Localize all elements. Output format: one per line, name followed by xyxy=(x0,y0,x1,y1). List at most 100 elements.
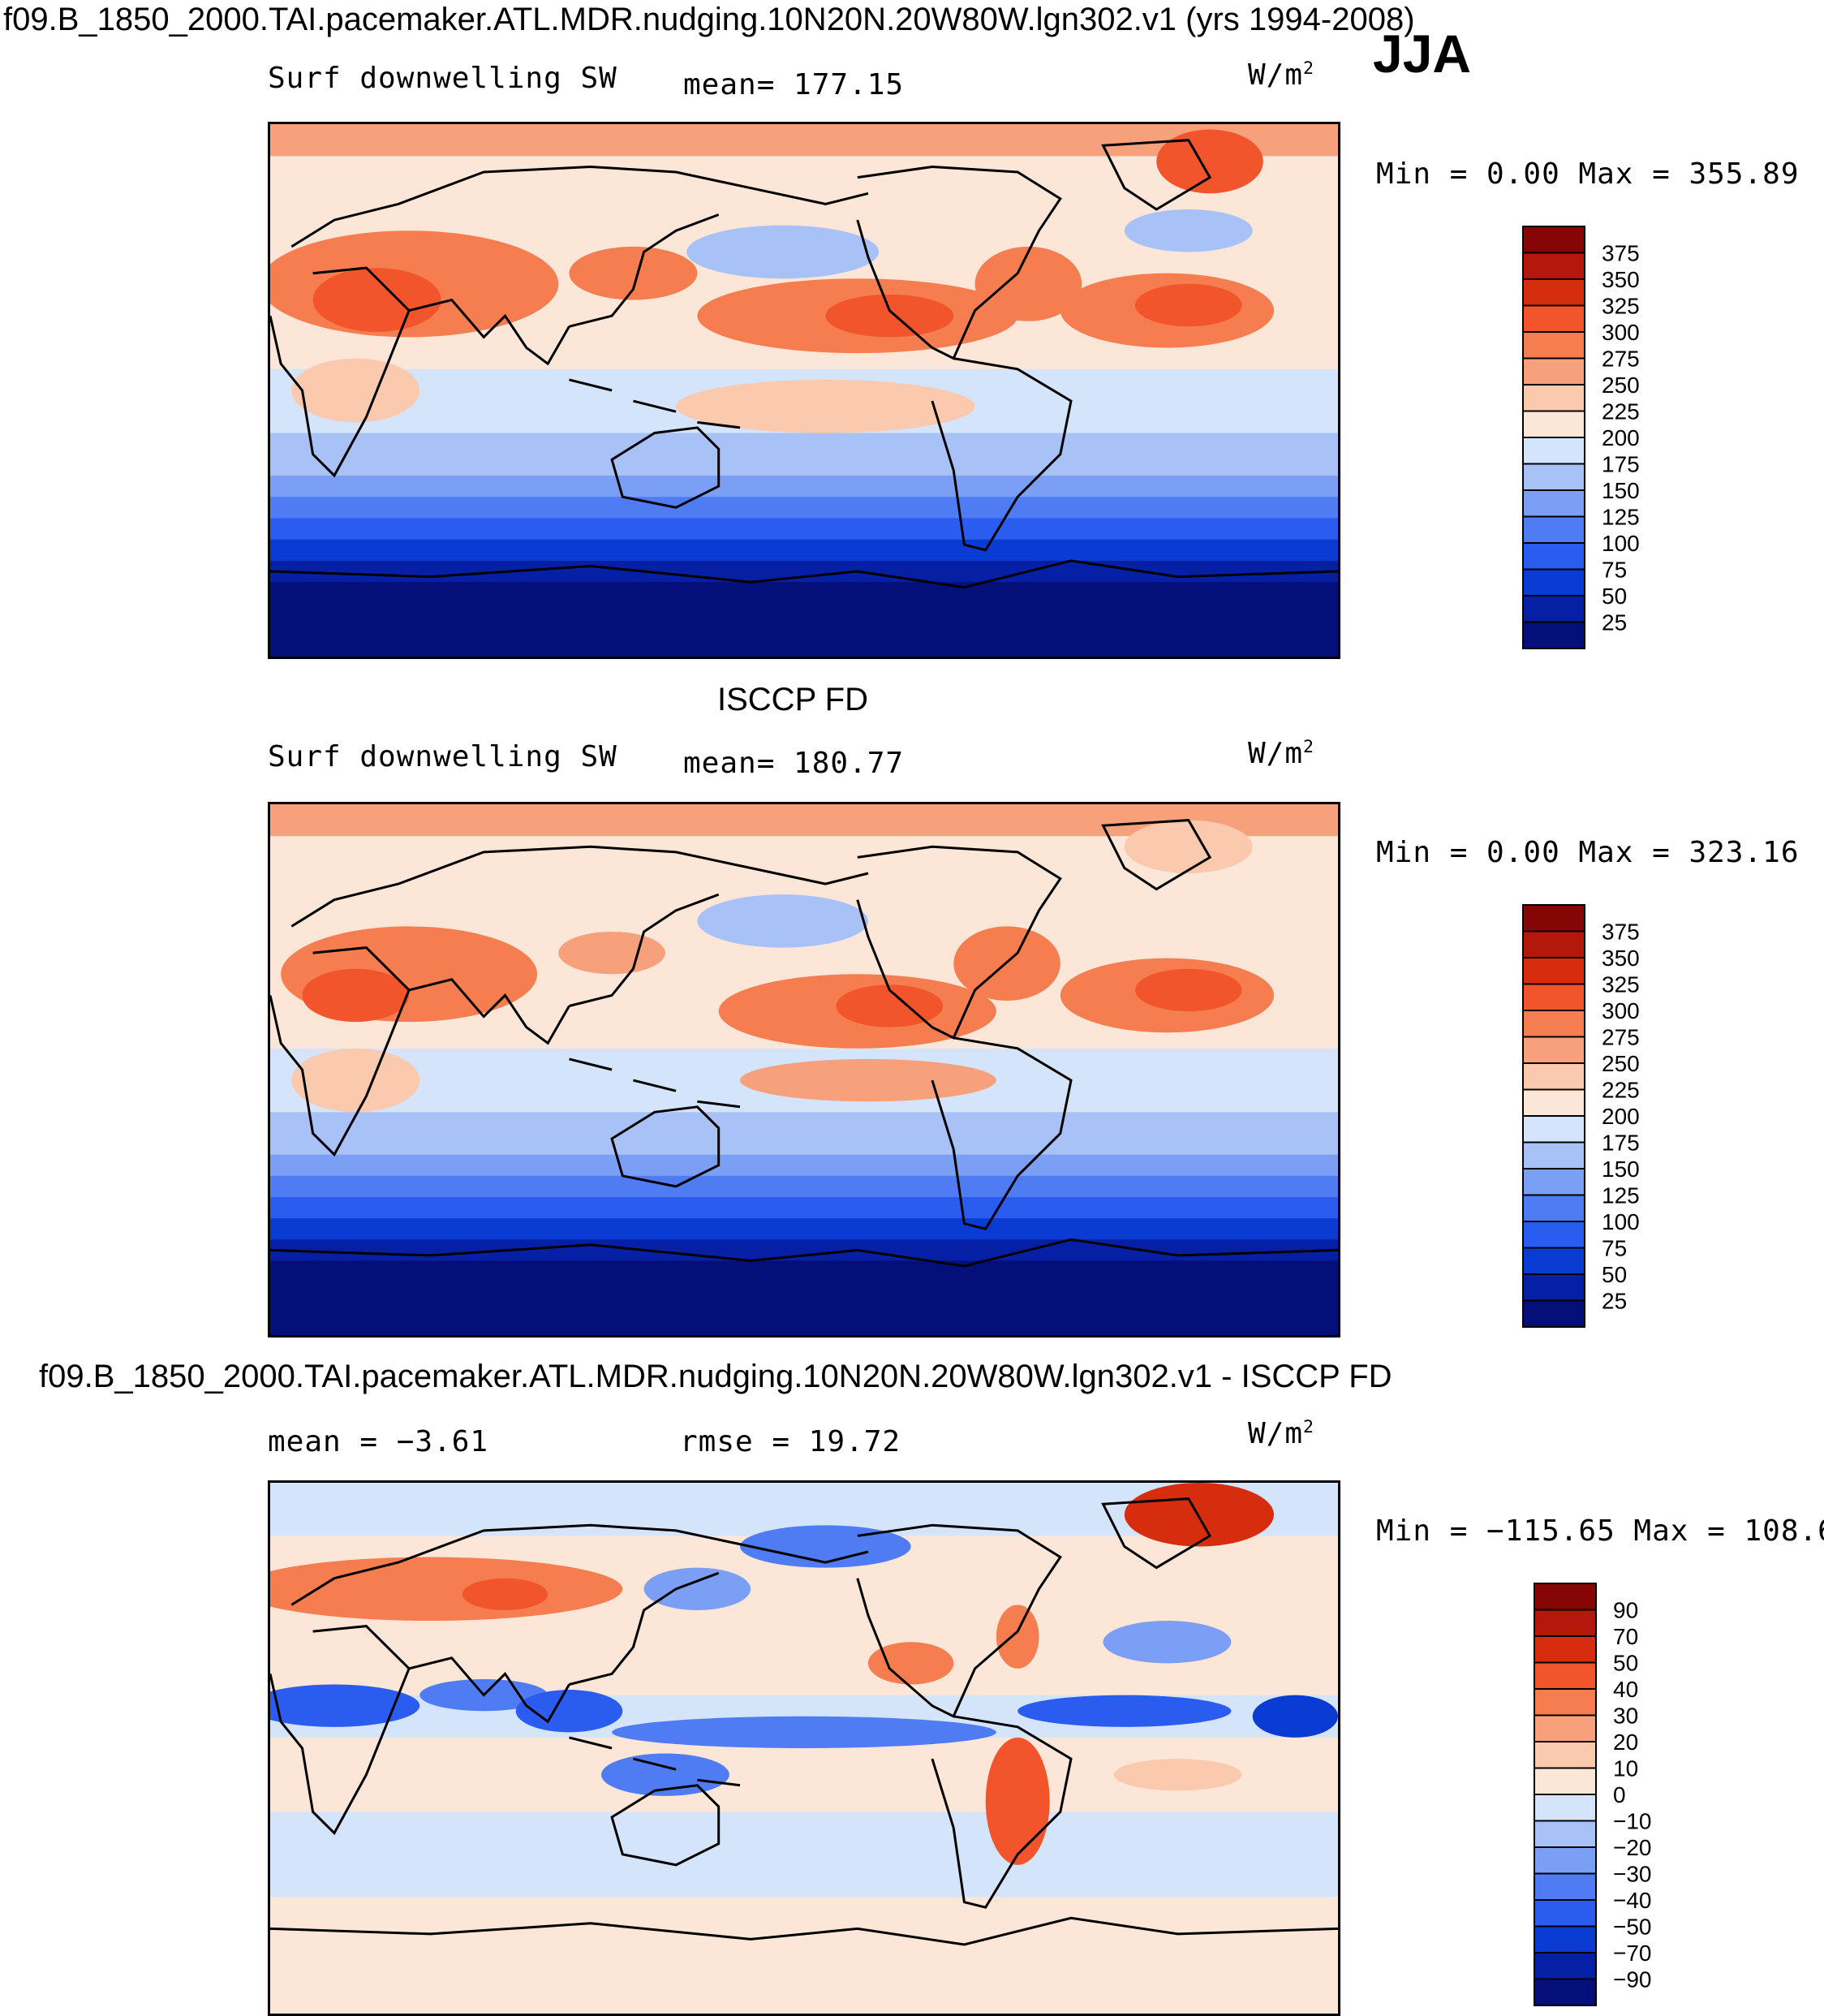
field-region xyxy=(996,1605,1039,1669)
coastline xyxy=(408,1656,570,1724)
field-region xyxy=(1124,209,1253,252)
field-band xyxy=(270,539,1338,562)
colorbar-label: 200 xyxy=(1602,425,1640,450)
colorbar-label: 225 xyxy=(1602,399,1640,424)
field-band xyxy=(270,475,1338,498)
colorbar-box xyxy=(1534,1978,1597,2006)
coastline xyxy=(856,845,1062,1040)
colorbar-label: 375 xyxy=(1602,920,1640,945)
colorbar-box xyxy=(1534,1688,1597,1717)
field-band xyxy=(270,1239,1338,1262)
coastline xyxy=(290,165,869,248)
colorbar-label: 275 xyxy=(1602,1025,1640,1050)
colorbar-box xyxy=(1522,930,1585,958)
panel-2-colorbar: 375 350 325 300 275 250 225 200 175 150 125 100 75 50… xyxy=(1522,904,1640,1328)
field-region xyxy=(1103,1621,1232,1664)
colorbar-box xyxy=(1522,1247,1585,1275)
colorbar-box xyxy=(1534,1872,1597,1901)
field-region xyxy=(676,379,975,433)
colorbar-label: 350 xyxy=(1602,267,1640,292)
colorbar-box xyxy=(1534,1661,1597,1690)
coastline xyxy=(290,845,869,928)
colorbar-label: 70 xyxy=(1613,1624,1638,1649)
field-region xyxy=(1134,968,1242,1012)
coastline xyxy=(610,1784,721,1867)
colorbar-label: 50 xyxy=(1602,584,1627,609)
colorbar-box xyxy=(1534,1609,1597,1637)
colorbar-box xyxy=(1534,1767,1597,1795)
field-region xyxy=(569,246,698,300)
colorbar-box xyxy=(1534,1583,1597,1611)
panel-2-map xyxy=(268,802,1340,1338)
colorbar-box xyxy=(1522,1168,1585,1196)
coastline xyxy=(408,298,570,366)
colorbar-label: 20 xyxy=(1613,1730,1638,1755)
panel-3-units: W/m2 xyxy=(1248,1417,1315,1450)
colorbar-label: 275 xyxy=(1602,347,1640,372)
field-region xyxy=(697,894,868,948)
coastline xyxy=(856,165,1062,360)
colorbar-box xyxy=(1522,278,1585,307)
coastline xyxy=(569,893,720,1007)
coastline xyxy=(856,1523,1062,1718)
colorbar-box xyxy=(1534,1714,1597,1742)
panel-2-heading: ISCCP FD xyxy=(717,682,868,717)
colorbar-label: 200 xyxy=(1602,1104,1640,1129)
colorbar-label: 50 xyxy=(1602,1262,1627,1287)
panel-2-variable: Surf downwelling SW xyxy=(268,740,617,773)
coastline xyxy=(290,1523,869,1606)
colorbar-label: 325 xyxy=(1602,294,1640,319)
field-band xyxy=(270,1112,1338,1156)
panel-3-map xyxy=(268,1480,1340,2016)
field-region xyxy=(974,246,1082,321)
colorbar-box xyxy=(1522,357,1585,386)
colorbar-label: 375 xyxy=(1602,241,1640,266)
colorbar-box xyxy=(1534,1635,1597,1664)
colorbar-label: 100 xyxy=(1602,531,1640,556)
map-field-svg xyxy=(270,804,1338,1335)
field-region xyxy=(302,968,410,1023)
coastline xyxy=(569,213,720,328)
field-band xyxy=(270,1196,1338,1220)
field-region xyxy=(643,1567,751,1610)
field-region xyxy=(612,1716,996,1748)
colorbar-label: −10 xyxy=(1613,1809,1652,1834)
panel-3-minmax: Min = −115.65 Max = 108.63 xyxy=(1376,1514,1824,1548)
colorbar-label: 90 xyxy=(1613,1598,1638,1623)
colorbar-box xyxy=(1522,568,1585,597)
colorbar-box xyxy=(1522,304,1585,333)
colorbar-label: 250 xyxy=(1602,1051,1640,1076)
field-region xyxy=(867,1642,954,1685)
panel-1-units: W/m2 xyxy=(1248,58,1315,92)
colorbar-box xyxy=(1522,1141,1585,1170)
colorbar-label: 50 xyxy=(1613,1651,1638,1676)
panel-1-colorbar: 375 350 325 300 275 250 225 200 175 150 125 100 75 50… xyxy=(1522,226,1640,649)
colorbar-label: 0 xyxy=(1613,1782,1626,1807)
field-region xyxy=(1017,1695,1232,1727)
colorbar-box xyxy=(1522,515,1585,544)
colorbar-label: 175 xyxy=(1602,1131,1640,1156)
colorbar-label: 300 xyxy=(1602,998,1640,1023)
colorbar-box xyxy=(1522,957,1585,985)
colorbar-label: 225 xyxy=(1602,1078,1640,1103)
field-region xyxy=(515,1690,623,1733)
colorbar-box xyxy=(1522,252,1585,280)
colorbar-box xyxy=(1534,1925,1597,1954)
field-region xyxy=(740,1525,911,1568)
field-region xyxy=(1113,1759,1242,1791)
figure-title: f09.B_1850_2000.TAI.pacemaker.ATL.MDR.nu… xyxy=(3,2,1415,37)
field-band xyxy=(270,582,1338,657)
colorbar-box xyxy=(1534,1820,1597,1848)
coastline xyxy=(408,978,570,1045)
field-band xyxy=(270,1811,1338,1898)
colorbar-label: 30 xyxy=(1613,1704,1638,1729)
field-region xyxy=(462,1578,548,1610)
colorbar-box xyxy=(1534,1794,1597,1822)
field-band xyxy=(270,433,1338,476)
panel-2-mean: mean= 180.77 xyxy=(683,747,905,780)
field-band xyxy=(270,1218,1338,1241)
colorbar-svg: 3753503253002752502252001751501251007550… xyxy=(1522,904,1640,1328)
colorbar-box xyxy=(1522,595,1585,623)
coastline xyxy=(610,1105,721,1188)
colorbar-label: 25 xyxy=(1602,1289,1627,1314)
